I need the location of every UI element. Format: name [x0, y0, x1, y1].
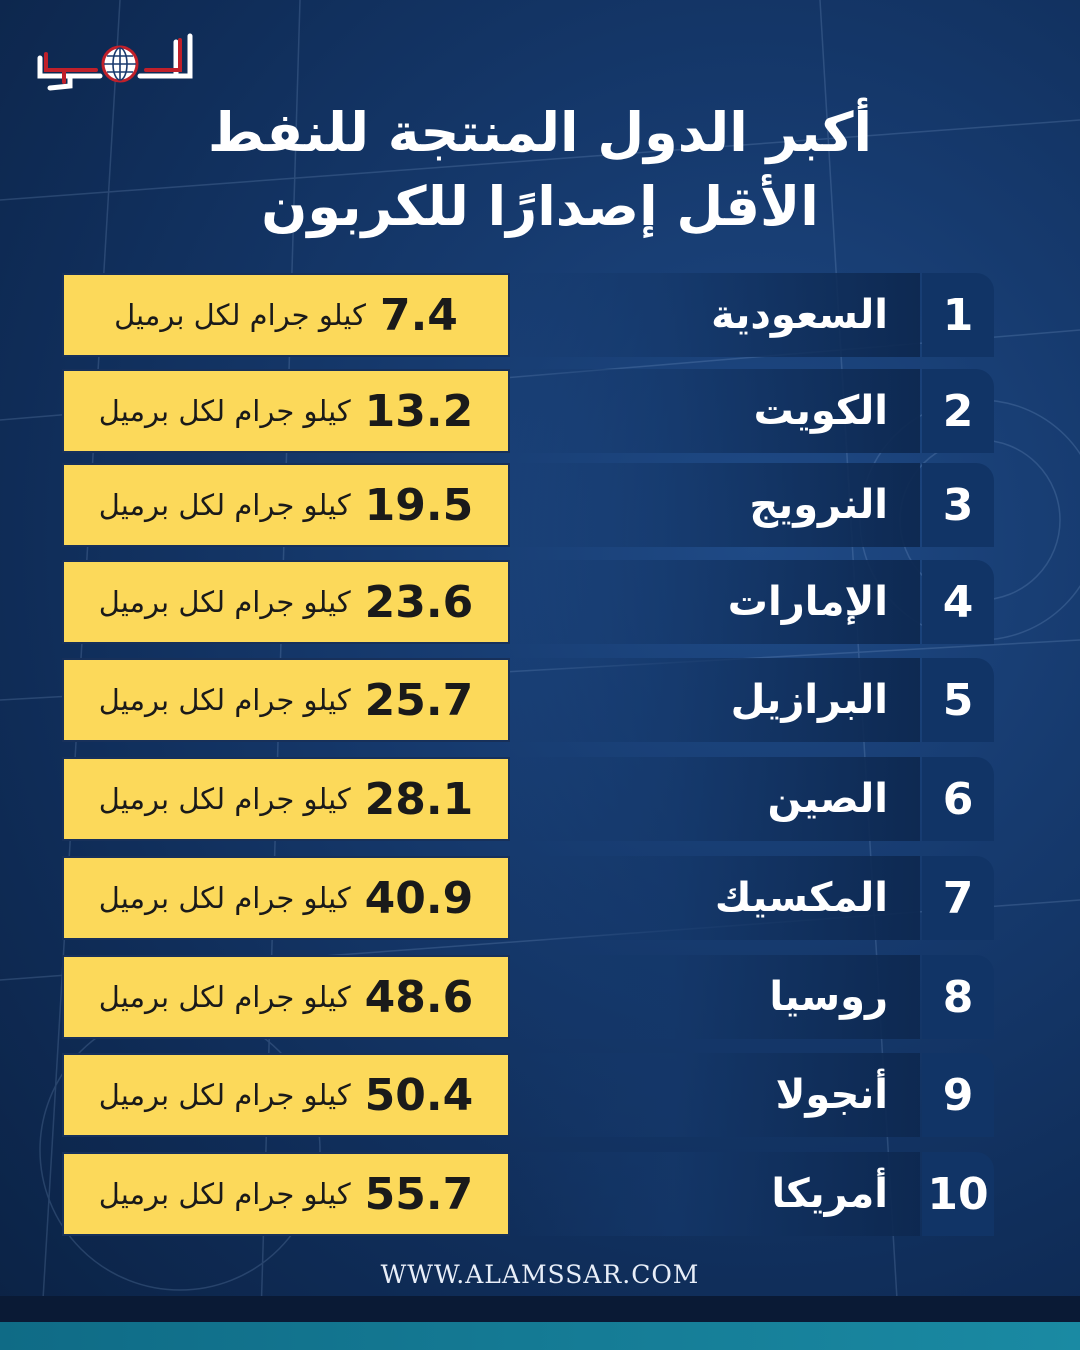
unit-label: كيلو جرام لكل برميل	[98, 1177, 351, 1211]
ranking-row: 9 أنجولا 50.4 كيلو جرام لكل برميل	[62, 1053, 994, 1137]
row-band	[510, 1053, 920, 1137]
row-band	[510, 757, 920, 841]
value-box: 48.6 كيلو جرام لكل برميل	[62, 955, 510, 1039]
emission-value: 13.2	[364, 385, 474, 437]
country-name: روسيا	[769, 974, 888, 1020]
country-name: أنجولا	[775, 1072, 888, 1118]
value-box: 7.4 كيلو جرام لكل برميل	[62, 273, 510, 357]
country-name: السعودية	[711, 292, 888, 338]
unit-label: كيلو جرام لكل برميل	[98, 683, 351, 717]
rank-number: 1	[922, 273, 994, 357]
title-line-1: أكبر الدول المنتجة للنفط	[207, 101, 873, 164]
title-line-2: الأقل إصدارًا للكربون	[261, 175, 819, 238]
row-band	[510, 560, 920, 644]
ranking-row: 10 أمريكا 55.7 كيلو جرام لكل برميل	[62, 1152, 994, 1236]
value-box: 50.4 كيلو جرام لكل برميل	[62, 1053, 510, 1137]
country-name: أمريكا	[771, 1171, 888, 1217]
country-name: الصين	[767, 776, 888, 822]
unit-label: كيلو جرام لكل برميل	[98, 980, 351, 1014]
unit-label: كيلو جرام لكل برميل	[98, 394, 351, 428]
row-band	[510, 273, 920, 357]
rank-number: 10	[922, 1152, 994, 1236]
rank-number: 6	[922, 757, 994, 841]
website-url: WWW.ALAMSSAR.COM	[380, 1260, 700, 1289]
unit-label: كيلو جرام لكل برميل	[98, 782, 351, 816]
emission-value: 7.4	[379, 289, 458, 341]
rank-number: 7	[922, 856, 994, 940]
value-box: 19.5 كيلو جرام لكل برميل	[62, 463, 510, 547]
rank-number: 2	[922, 369, 994, 453]
emission-value: 25.7	[364, 674, 474, 726]
value-box: 23.6 كيلو جرام لكل برميل	[62, 560, 510, 644]
ranking-row: 8 روسيا 48.6 كيلو جرام لكل برميل	[62, 955, 994, 1039]
country-name: الكويت	[753, 388, 888, 434]
country-name: البرازيل	[730, 677, 888, 723]
footer-strip	[0, 1322, 1080, 1350]
emission-value: 48.6	[364, 971, 474, 1023]
brand-logo	[30, 28, 200, 96]
unit-label: كيلو جرام لكل برميل	[114, 298, 366, 332]
country-name: النرويج	[749, 482, 888, 528]
row-band	[510, 955, 920, 1039]
value-box: 40.9 كيلو جرام لكل برميل	[62, 856, 510, 940]
ranking-row: 1 السعودية 7.4 كيلو جرام لكل برميل	[62, 273, 994, 357]
emission-value: 28.1	[364, 773, 474, 825]
emission-value: 19.5	[364, 479, 474, 531]
rank-number: 4	[922, 560, 994, 644]
rank-number: 3	[922, 463, 994, 547]
ranking-row: 7 المكسيك 40.9 كيلو جرام لكل برميل	[62, 856, 994, 940]
emission-value: 23.6	[364, 576, 474, 628]
country-name: الإمارات	[727, 579, 888, 625]
row-band	[510, 463, 920, 547]
row-band	[510, 369, 920, 453]
value-box: 13.2 كيلو جرام لكل برميل	[62, 369, 510, 453]
row-band	[510, 1152, 920, 1236]
ranking-row: 6 الصين 28.1 كيلو جرام لكل برميل	[62, 757, 994, 841]
ranking-row: 4 الإمارات 23.6 كيلو جرام لكل برميل	[62, 560, 994, 644]
ranking-row: 5 البرازيل 25.7 كيلو جرام لكل برميل	[62, 658, 994, 742]
value-box: 28.1 كيلو جرام لكل برميل	[62, 757, 510, 841]
emission-value: 50.4	[364, 1069, 474, 1121]
unit-label: كيلو جرام لكل برميل	[98, 1078, 351, 1112]
country-name: المكسيك	[714, 875, 888, 921]
unit-label: كيلو جرام لكل برميل	[98, 881, 351, 915]
unit-label: كيلو جرام لكل برميل	[98, 488, 351, 522]
emission-value: 55.7	[364, 1168, 474, 1220]
value-box: 55.7 كيلو جرام لكل برميل	[62, 1152, 510, 1236]
value-box: 25.7 كيلو جرام لكل برميل	[62, 658, 510, 742]
unit-label: كيلو جرام لكل برميل	[98, 585, 351, 619]
row-band	[510, 658, 920, 742]
ranking-row: 2 الكويت 13.2 كيلو جرام لكل برميل	[62, 369, 994, 453]
page-title: أكبر الدول المنتجة للنفط الأقل إصدارًا ل…	[0, 96, 1080, 244]
ranking-row: 3 النرويج 19.5 كيلو جرام لكل برميل	[62, 463, 994, 547]
rank-number: 9	[922, 1053, 994, 1137]
rank-number: 5	[922, 658, 994, 742]
emission-value: 40.9	[364, 872, 474, 924]
rank-number: 8	[922, 955, 994, 1039]
row-band	[510, 856, 920, 940]
